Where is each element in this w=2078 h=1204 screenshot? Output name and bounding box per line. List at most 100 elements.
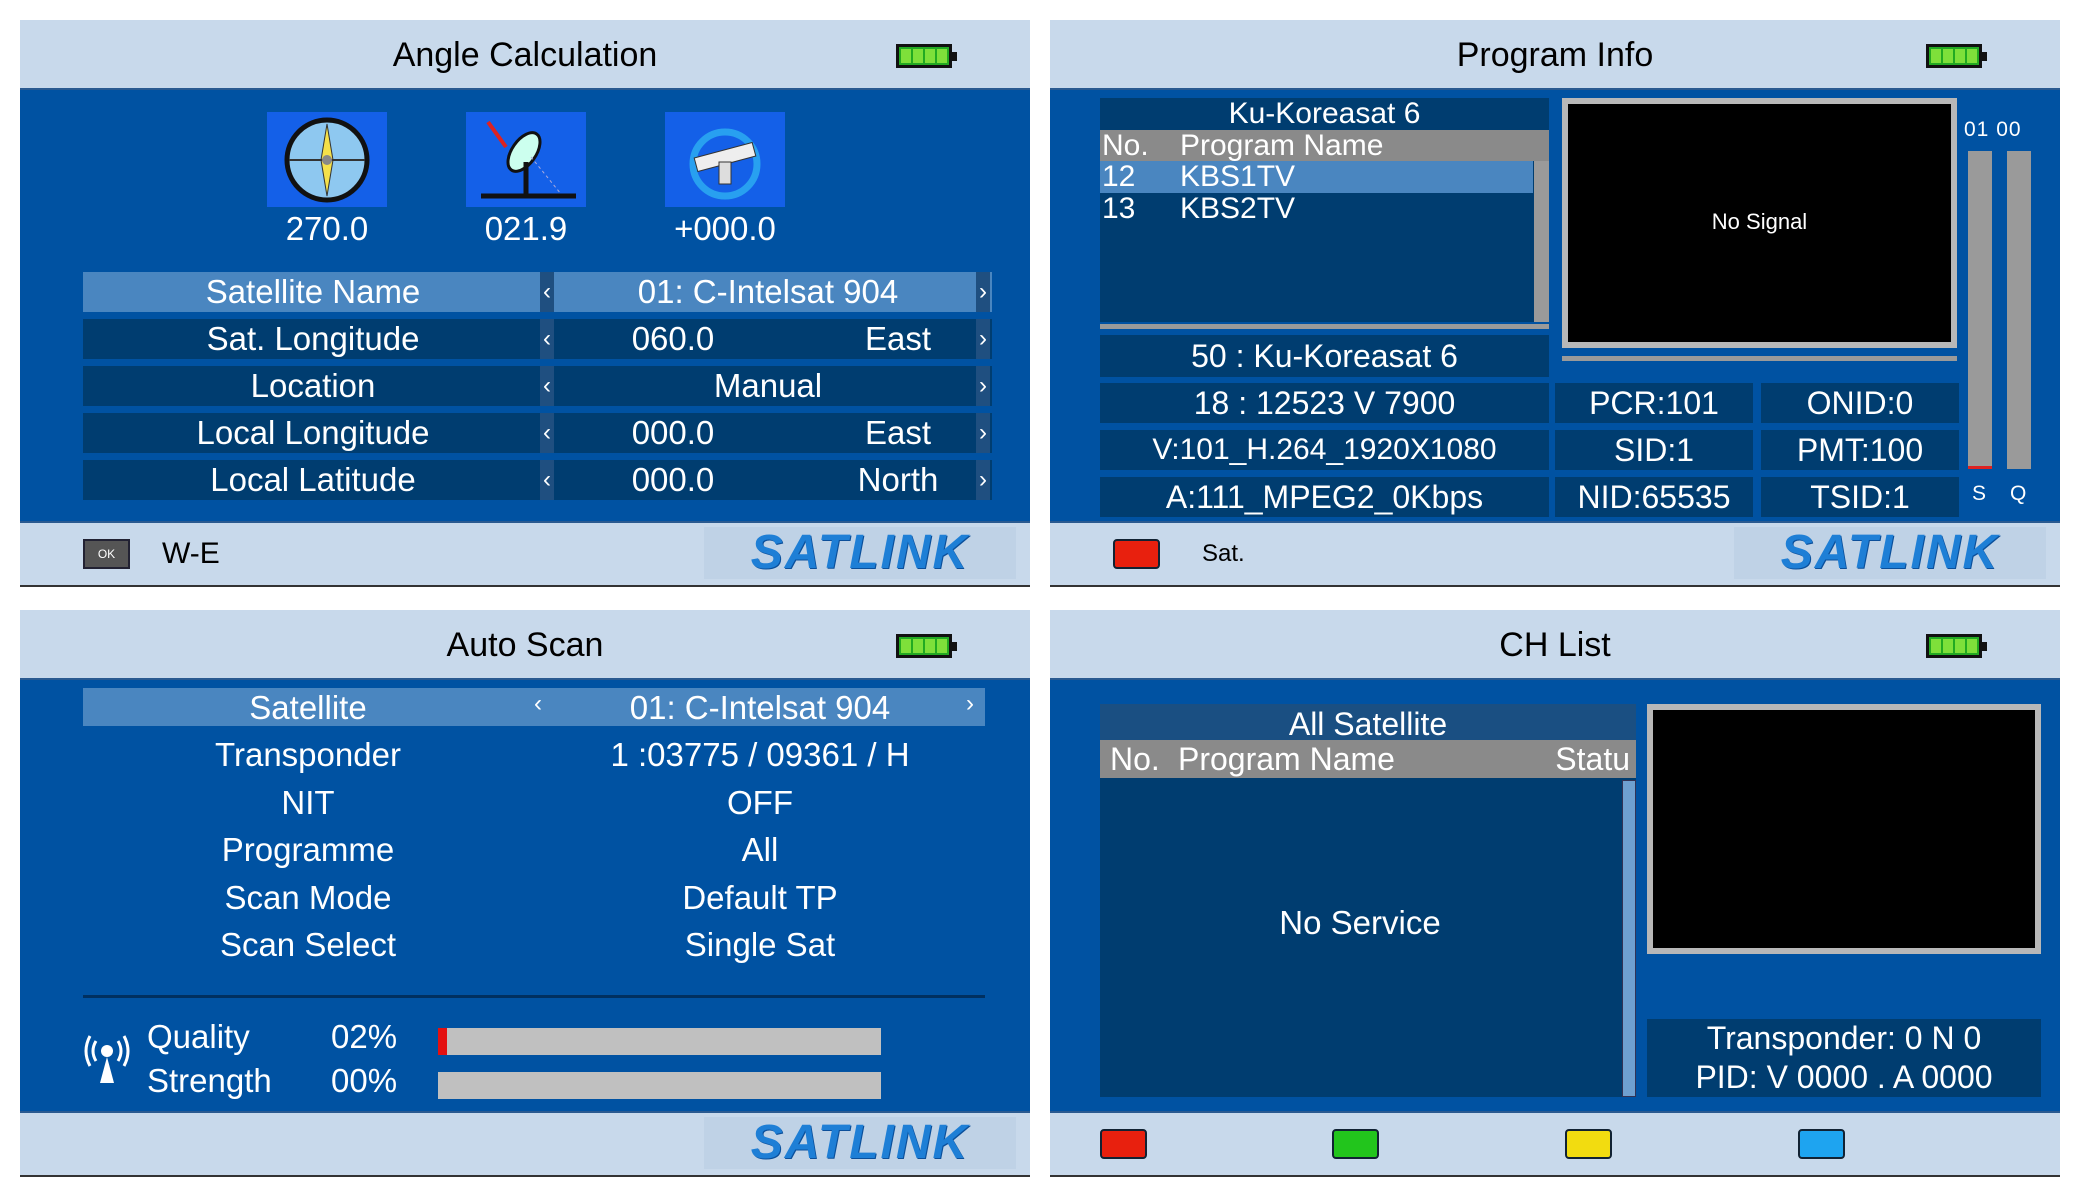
scan-label-transponder[interactable]: Transponder [215,736,401,773]
col-status: Statu [1555,741,1630,777]
row-label: Location [250,367,376,404]
col-no: No. [1102,129,1149,162]
row-label: Local Longitude [196,414,430,451]
dish-elevation-icon [466,112,586,207]
footer-hint: Sat. [1202,540,1245,567]
green-button[interactable] [1332,1129,1379,1159]
quality-bar-fill [438,1028,447,1055]
scan-value-transponder[interactable]: 1 :03775 / 09361 / H [610,736,910,773]
footer: OK W-E SATLINK [20,521,1030,585]
no-signal-text: No Signal [1711,209,1808,234]
yellow-button[interactable] [1565,1129,1612,1159]
col-name: Program Name [1178,741,1395,777]
arrow-right-icon[interactable]: › [976,366,990,406]
scan-value-scan-mode[interactable]: Default TP [682,879,838,916]
auto-scan-panel: Auto Scan ‹ › Satellite 01: C-Intelsat 9… [20,610,1030,1177]
row-value: 000.0 [631,414,715,451]
divider [1100,324,1549,329]
signal-strength-fill [1968,465,1992,469]
red-button[interactable] [1100,1129,1147,1159]
strength-label: Strength [147,1062,272,1099]
arrow-right-icon[interactable]: › [976,272,990,312]
pid-text: PID: V 0000 . A 0000 [1695,1059,1993,1095]
row-value: 060.0 [631,320,715,357]
scan-label-programme[interactable]: Programme [221,831,395,868]
satlink-logo: SATLINK [704,1117,1016,1169]
scan-label-scan-mode[interactable]: Scan Mode [224,879,392,916]
item-name: KBS1TV [1180,160,1296,193]
divider [1562,356,1957,361]
channel-list: All Satellite No. Program Name Statu No … [1100,704,1636,1097]
scan-label-scan-select[interactable]: Scan Select [219,926,397,963]
arrow-right-icon[interactable]: › [976,319,990,359]
list-title: All Satellite [1100,704,1636,742]
nid-info: NID:65535 [1555,477,1753,517]
meter-s-label: S [1972,482,1987,505]
setting-row-satellite-name[interactable]: Satellite Name ‹ 01: C-Intelsat 904 › [83,272,992,312]
quality-label: Quality [147,1018,250,1055]
pcr-info: PCR:101 [1555,383,1753,423]
scan-label-satellite[interactable]: Satellite [249,689,367,726]
program-info-panel: Program Info Ku-Koreasat 6 No. Program N… [1050,20,2060,587]
list-header: No. Program Name [1100,130,1549,161]
col-no: No. [1110,741,1160,777]
header: CH List [1050,610,2060,680]
header: Program Info [1050,20,2060,90]
onid-info: ONID:0 [1761,383,1959,423]
row-value: 000.0 [631,461,715,498]
video-preview [1647,704,2041,954]
arrow-left-icon[interactable]: ‹ [540,413,554,453]
item-no: 12 [1102,160,1136,193]
row-unit: East [864,320,932,357]
pmt-info: PMT:100 [1761,430,1959,470]
selected-row-highlight: ‹ › [83,688,985,726]
lnb-polarity-icon [665,112,785,207]
arrow-left-icon[interactable]: ‹ [534,690,542,717]
arrow-right-icon[interactable]: › [966,690,974,717]
arrow-left-icon[interactable]: ‹ [540,272,554,312]
battery-icon [896,634,957,658]
row-unit: North [857,461,939,498]
arrow-left-icon[interactable]: ‹ [540,319,554,359]
strength-bar [438,1072,881,1099]
arrow-right-icon[interactable]: › [976,460,990,500]
footer: SATLINK [20,1111,1030,1175]
footer: Sat. SATLINK [1050,521,2060,585]
battery-icon [896,44,957,68]
red-button[interactable] [1113,539,1160,569]
battery-icon [1926,44,1987,68]
setting-row-location[interactable]: Location ‹ Manual › [83,366,992,406]
scan-value-nit[interactable]: OFF [727,784,793,821]
arrow-left-icon[interactable]: ‹ [540,366,554,406]
scan-value-scan-select[interactable]: Single Sat [684,926,836,963]
setting-row-local-latitude[interactable]: Local Latitude ‹ 000.0 North › [83,460,992,500]
scan-label-nit[interactable]: NIT [281,784,335,821]
list-item[interactable]: 12 KBS1TV [1100,161,1533,193]
sid-info: SID:1 [1555,430,1753,470]
panel-title: Angle Calculation [392,36,658,74]
item-no: 13 [1102,192,1136,225]
signal-strength-meter [1968,151,1992,469]
ok-button[interactable]: OK [83,539,130,569]
strength-value: 00% [331,1062,398,1099]
scrollbar[interactable] [1622,780,1636,1097]
arrow-left-icon[interactable]: ‹ [540,460,554,500]
arrow-right-icon[interactable]: › [976,413,990,453]
scan-value-satellite[interactable]: 01: C-Intelsat 904 [629,689,891,726]
scan-value-programme[interactable]: All [741,831,779,868]
meter-q-label: Q [2010,482,2027,505]
row-label: Satellite Name [205,273,421,310]
setting-row-local-longitude[interactable]: Local Longitude ‹ 000.0 East › [83,413,992,453]
video-info: V:101_H.264_1920X1080 [1100,430,1549,470]
transponder-info: 18 : 12523 V 7900 [1100,383,1549,423]
satellite-info: 50 : Ku-Koreasat 6 [1100,335,1549,377]
row-unit: East [864,414,932,451]
row-value: Manual [713,367,823,404]
antenna-signal-icon [82,1033,132,1088]
setting-row-sat-longitude[interactable]: Sat. Longitude ‹ 060.0 East › [83,319,992,359]
satlink-logo: SATLINK [704,527,1016,579]
scrollbar[interactable] [1534,161,1549,322]
list-item[interactable]: 13 KBS2TV [1100,193,1533,225]
quality-bar [438,1028,881,1055]
blue-button[interactable] [1798,1129,1845,1159]
